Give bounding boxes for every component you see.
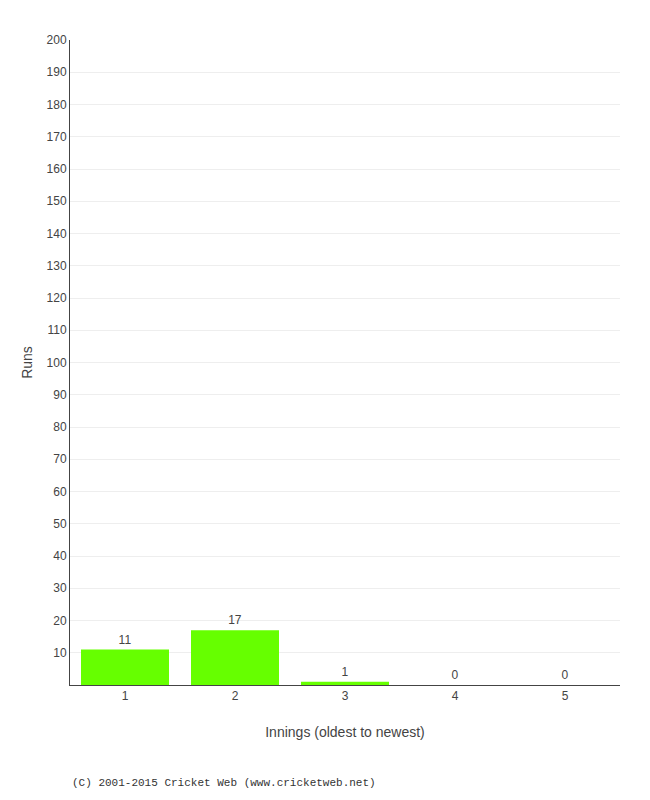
svg-text:(C) 2001-2015 Cricket Web (www: (C) 2001-2015 Cricket Web (www.cricketwe… [72,777,376,789]
svg-text:160: 160 [47,162,67,176]
svg-text:110: 110 [47,323,66,337]
svg-text:120: 120 [47,291,67,305]
svg-text:70: 70 [53,452,67,466]
svg-text:80: 80 [53,420,67,434]
svg-text:4: 4 [452,689,459,703]
svg-text:11: 11 [119,633,132,647]
svg-text:100: 100 [47,356,67,370]
svg-text:1: 1 [122,689,129,703]
svg-text:130: 130 [47,259,67,273]
svg-text:Runs: Runs [19,346,35,379]
svg-text:200: 200 [47,33,67,47]
svg-text:17: 17 [228,613,242,627]
svg-text:Innings (oldest to newest): Innings (oldest to newest) [265,724,425,740]
svg-text:170: 170 [47,130,67,144]
svg-text:40: 40 [53,549,67,563]
svg-text:0: 0 [562,668,569,682]
svg-text:150: 150 [47,194,67,208]
svg-text:20: 20 [53,614,67,628]
svg-text:5: 5 [562,689,569,703]
svg-text:2: 2 [232,689,239,703]
svg-text:3: 3 [342,689,349,703]
svg-text:10: 10 [53,646,67,660]
svg-text:30: 30 [53,581,67,595]
svg-text:1: 1 [342,665,349,679]
svg-text:0: 0 [452,668,459,682]
svg-text:90: 90 [53,388,67,402]
svg-text:60: 60 [53,485,67,499]
svg-text:140: 140 [47,227,67,241]
svg-text:180: 180 [47,98,67,112]
svg-text:190: 190 [47,65,67,79]
svg-text:50: 50 [53,517,67,531]
